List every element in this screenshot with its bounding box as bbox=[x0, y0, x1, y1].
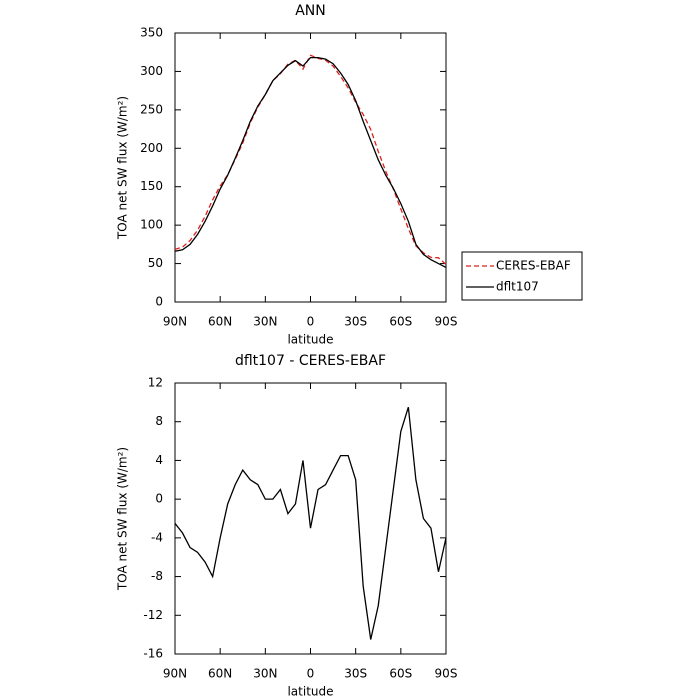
y-tick-label: -8 bbox=[151, 569, 163, 583]
y-tick-label: -16 bbox=[143, 647, 163, 661]
y-tick-label: 50 bbox=[148, 256, 163, 270]
series-line bbox=[174, 407, 447, 640]
x-tick-label: 60N bbox=[208, 667, 232, 681]
x-tick-label: 60N bbox=[208, 315, 232, 329]
x-axis-label: latitude bbox=[287, 685, 333, 699]
y-tick-label: 12 bbox=[148, 376, 163, 390]
x-tick-label: 0 bbox=[307, 315, 315, 329]
x-tick-label: 0 bbox=[307, 667, 315, 681]
y-tick-label: -4 bbox=[151, 530, 163, 544]
y-tick-label: 150 bbox=[140, 179, 163, 193]
y-tick-label: -12 bbox=[143, 608, 163, 622]
x-tick-label: 90S bbox=[435, 667, 458, 681]
plot-frame bbox=[174, 32, 447, 303]
x-tick-label: 60S bbox=[389, 315, 412, 329]
series-line bbox=[174, 54, 447, 265]
x-tick-label: 30S bbox=[344, 667, 367, 681]
x-tick-label: 30N bbox=[253, 315, 277, 329]
chart-title: ANN bbox=[295, 3, 326, 19]
x-tick-label: 90N bbox=[163, 667, 187, 681]
y-tick-label: 4 bbox=[155, 453, 163, 467]
y-tick-label: 0 bbox=[155, 295, 163, 309]
legend-box bbox=[461, 251, 583, 301]
y-tick-label: 350 bbox=[140, 26, 163, 40]
legend-label: dflt107 bbox=[496, 280, 539, 294]
series-line bbox=[174, 56, 447, 268]
x-tick-label: 30N bbox=[253, 667, 277, 681]
x-axis-label: latitude bbox=[287, 333, 333, 347]
y-tick-label: 8 bbox=[155, 414, 163, 428]
y-tick-label: 200 bbox=[140, 141, 163, 155]
y-tick-label: 100 bbox=[140, 218, 163, 232]
plot-frame bbox=[174, 382, 447, 655]
x-tick-label: 90S bbox=[435, 315, 458, 329]
y-tick-label: 300 bbox=[140, 64, 163, 78]
x-tick-label: 60S bbox=[389, 667, 412, 681]
chart-title: dflt107 - CERES-EBAF bbox=[235, 353, 386, 369]
x-tick-label: 30S bbox=[344, 315, 367, 329]
x-tick-label: 90N bbox=[163, 315, 187, 329]
y-tick-label: 250 bbox=[140, 102, 163, 116]
y-tick-label: 0 bbox=[155, 492, 163, 506]
y-axis-label: TOA net SW flux (W/m²) bbox=[116, 447, 130, 591]
y-axis-label: TOA net SW flux (W/m²) bbox=[116, 96, 130, 240]
legend-label: CERES-EBAF bbox=[496, 259, 571, 273]
